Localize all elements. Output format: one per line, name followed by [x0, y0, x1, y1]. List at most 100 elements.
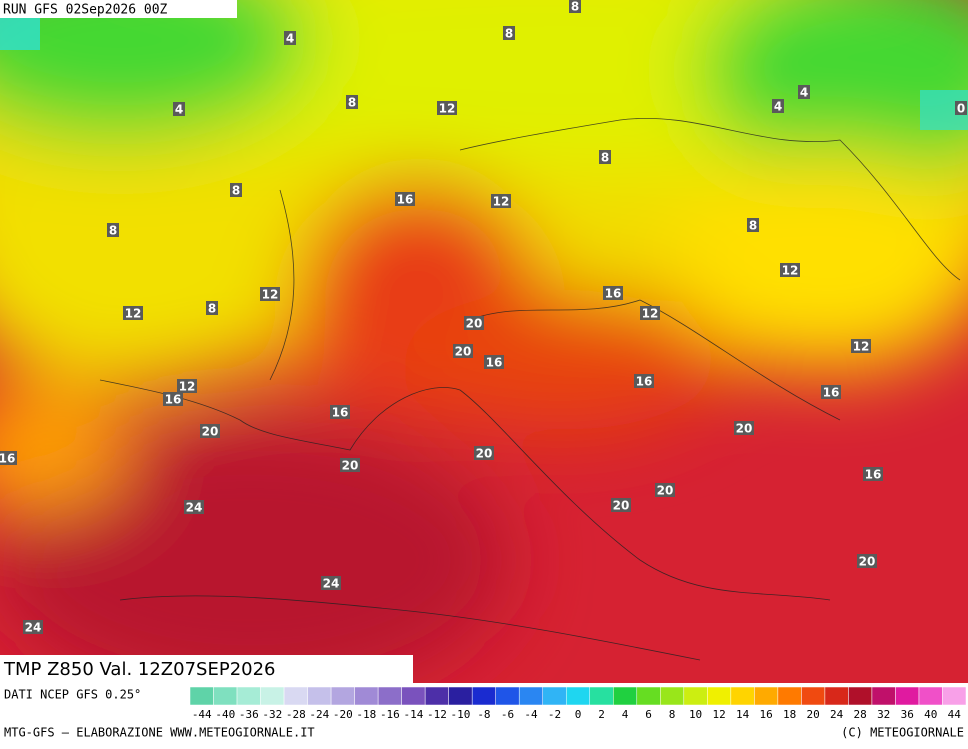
contour-label: 12 — [179, 380, 196, 394]
colorbar-swatch — [589, 686, 614, 706]
contour-label: 20 — [736, 422, 753, 436]
colorbar-tick-label: -20 — [333, 708, 353, 721]
colorbar-tick-label: 20 — [807, 708, 820, 721]
colorbar-tick-label: -14 — [403, 708, 423, 721]
contour-label: 8 — [109, 224, 117, 238]
contour-label: 20 — [202, 425, 219, 439]
contour-label-box — [340, 458, 360, 472]
contour-label: 8 — [208, 302, 216, 316]
contour-label-box — [569, 0, 581, 13]
coastlines — [99, 117, 961, 661]
contour-label: 0 — [957, 102, 965, 116]
contour-label: 4 — [175, 103, 183, 117]
contour-label: 20 — [657, 484, 674, 498]
contour-label-box — [200, 424, 220, 438]
contour-label-box — [640, 306, 660, 320]
colorbar-swatch — [260, 686, 285, 706]
colorbar-tick-label: -4 — [524, 708, 538, 721]
contour-label: 16 — [165, 393, 182, 407]
colorbar-swatch — [448, 686, 473, 706]
contour-label-box — [173, 102, 185, 116]
caption-box — [0, 655, 413, 683]
colorbar-swatch — [518, 686, 543, 706]
colorbar-swatch — [613, 686, 638, 706]
colorbar-tick-label: -16 — [380, 708, 400, 721]
colorbar-tick-label: -32 — [262, 708, 282, 721]
colorbar-swatch — [424, 686, 449, 706]
colorbar-swatch — [636, 686, 661, 706]
contour-label-box — [747, 218, 759, 232]
contour-label: 20 — [455, 345, 472, 359]
contour-label: 8 — [232, 184, 240, 198]
colorbar-swatch — [824, 686, 849, 706]
contour-label-box — [484, 355, 504, 369]
contour-label-box — [437, 101, 457, 115]
colorbar-tick-label: -6 — [501, 708, 514, 721]
colorbar-swatch — [777, 686, 802, 706]
colorbar-swatch — [330, 686, 355, 706]
colorbar-tick-label: -8 — [477, 708, 490, 721]
contour-label-box — [230, 183, 242, 197]
contour-label-box — [863, 467, 883, 481]
contour-label-box — [655, 483, 675, 497]
contour-label: 20 — [476, 447, 493, 461]
contour-label: 8 — [348, 96, 356, 110]
credit-right: (C) METEOGIORNALE — [841, 726, 964, 740]
contour-label-box — [177, 379, 197, 393]
colorbar-tick-label: 6 — [645, 708, 652, 721]
colorbar-tick-label: 24 — [830, 708, 844, 721]
contour-label: 8 — [601, 151, 609, 165]
colorbar-tick-label: 4 — [622, 708, 629, 721]
colorbar-swatch — [189, 686, 214, 706]
colorbar-swatch — [542, 686, 567, 706]
contour-label: 24 — [25, 621, 42, 635]
contour-label-box — [772, 99, 784, 113]
contour-label: 8 — [505, 27, 513, 41]
contour-label: 24 — [323, 577, 340, 591]
contour-label: 16 — [486, 356, 503, 370]
contour-label: 8 — [749, 219, 757, 233]
colorbar-tick-label: -36 — [239, 708, 259, 721]
colorbar-tick-label: -28 — [286, 708, 306, 721]
contour-label-box — [184, 500, 204, 514]
contour-label: 20 — [466, 317, 483, 331]
colorbar-tick-label: 28 — [854, 708, 867, 721]
colorbar-swatch — [754, 686, 779, 706]
contour-label: 4 — [774, 100, 782, 114]
colorbar-tick-label: 32 — [877, 708, 890, 721]
credit-left: MTG-GFS — ELABORAZIONE WWW.METEOGIORNALE… — [4, 726, 315, 740]
contour-label: 16 — [865, 468, 882, 482]
colorbar-tick-label: -40 — [215, 708, 235, 721]
colorbar-swatch — [730, 686, 755, 706]
contour-label-box — [851, 339, 871, 353]
colorbar-tick-label: -24 — [309, 708, 329, 721]
colorbar-swatch — [307, 686, 332, 706]
colorbar-tick-label: -44 — [192, 708, 212, 721]
contour-label-box — [123, 306, 143, 320]
colorbar-swatch — [354, 686, 379, 706]
colorbar-swatch — [236, 686, 261, 706]
contour-label: 12 — [125, 307, 142, 321]
contour-label: 20 — [613, 499, 630, 513]
contour-label-box — [330, 405, 350, 419]
colorbar-tick-label: 12 — [712, 708, 725, 721]
contour-label-box — [260, 287, 280, 301]
contour-label-box — [284, 31, 296, 45]
contour-label-box — [955, 101, 967, 115]
contour-label: 20 — [342, 459, 359, 473]
contour-label: 12 — [853, 340, 870, 354]
contour-label: 16 — [397, 193, 414, 207]
contour-label: 20 — [859, 555, 876, 569]
contour-label: 16 — [605, 287, 622, 301]
source: DATI NCEP GFS 0.25° — [4, 688, 141, 702]
colorbar-tick-label: 16 — [759, 708, 772, 721]
contour-label: 8 — [571, 0, 579, 14]
contour-label: 16 — [823, 386, 840, 400]
colorbar-swatch — [801, 686, 826, 706]
colorbar-swatch — [471, 686, 496, 706]
contour-label: 16 — [636, 375, 653, 389]
contour-label-box — [734, 421, 754, 435]
colorbar-tick-label: 0 — [575, 708, 582, 721]
